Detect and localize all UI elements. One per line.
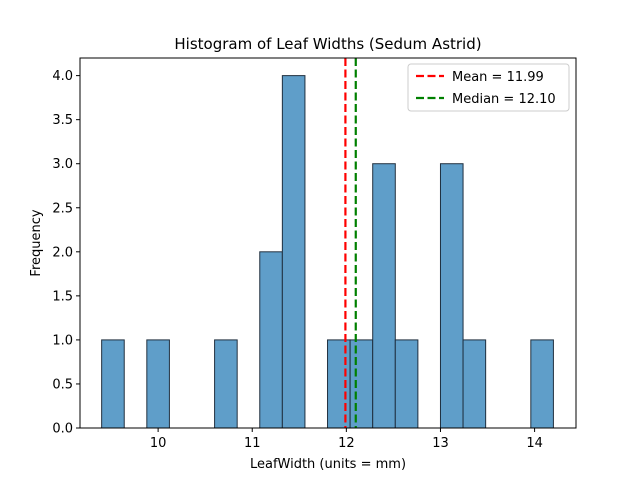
- x-tick-label: 11: [244, 436, 261, 451]
- plot-frame: [79, 57, 577, 429]
- histogram-bar-9: [439, 163, 464, 429]
- legend-label-0: Mean = 11.99: [452, 70, 544, 85]
- y-tick-label: 1.0: [52, 333, 73, 348]
- histogram-bar-7: [372, 163, 396, 429]
- reference-lines-group: [344, 58, 357, 428]
- y-axis-ticks: 0.0 0.5 1.0 1.5 2.0 2.5 3.0 3.5 4.0: [52, 69, 80, 437]
- histogram-bar-1: [146, 339, 170, 429]
- x-tick-label: 13: [432, 436, 449, 451]
- y-tick-label: 4.0: [52, 69, 73, 84]
- histogram-bar-5: [327, 339, 351, 429]
- x-tick-label: 10: [150, 436, 167, 451]
- legend: Mean = 11.99 Median = 12.10: [407, 63, 570, 112]
- histogram-bar-3: [259, 251, 283, 429]
- x-axis-ticks: 10 11 12 13 14: [150, 428, 543, 451]
- histogram-bar-0: [101, 339, 125, 429]
- y-tick-label: 0.0: [52, 422, 73, 437]
- y-axis-label: Frequency: [29, 209, 44, 276]
- histogram-bar-2: [214, 339, 238, 429]
- y-tick-label: 2.5: [52, 201, 73, 216]
- y-tick-label: 3.0: [52, 157, 73, 172]
- y-tick-label: 1.5: [52, 289, 73, 304]
- y-tick-label: 3.5: [52, 113, 73, 128]
- y-tick-label: 2.0: [52, 245, 73, 260]
- histogram-bar-6: [349, 339, 374, 429]
- legend-box: [407, 63, 570, 112]
- chart-title: Histogram of Leaf Widths (Sedum Astrid): [174, 35, 481, 53]
- x-axis-label: LeafWidth (units = mm): [250, 457, 406, 472]
- histogram-bar-10: [462, 339, 487, 429]
- histogram-bar-11: [530, 339, 554, 429]
- y-tick-label: 0.5: [52, 377, 73, 392]
- histogram-bar-4: [281, 75, 306, 429]
- bars-group: [101, 75, 554, 429]
- x-tick-label: 14: [526, 436, 543, 451]
- histogram-bar-8: [394, 339, 419, 429]
- legend-label-1: Median = 12.10: [452, 92, 556, 107]
- x-tick-label: 12: [338, 436, 355, 451]
